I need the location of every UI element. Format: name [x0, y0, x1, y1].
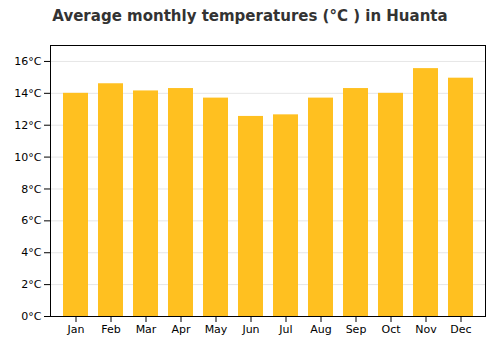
svg-text:Feb: Feb	[101, 323, 120, 336]
html-text:Average monthly temperatures (: Average monthly temperatures (°C ) in Hu…	[52, 7, 448, 25]
svg-text:16°C: 16°C	[14, 55, 41, 68]
svg-text:Nov: Nov	[415, 323, 437, 336]
svg-text:12°C: 12°C	[14, 119, 41, 132]
svg-text:Jan: Jan	[67, 323, 85, 336]
svg-text:Jul: Jul	[278, 323, 292, 336]
svg-text:Mar: Mar	[136, 323, 157, 336]
svg-text:Jun: Jun	[241, 323, 259, 336]
svg-text:Sep: Sep	[346, 323, 367, 336]
svg-text:10°C: 10°C	[14, 151, 41, 164]
svg-text:Apr: Apr	[171, 323, 191, 336]
svg-text:0°C: 0°C	[21, 310, 41, 323]
svg-text:Oct: Oct	[381, 323, 401, 336]
svg-text:2°C: 2°C	[21, 278, 41, 291]
svg-text:May: May	[205, 323, 228, 336]
svg-text:14°C: 14°C	[14, 87, 41, 100]
svg-text:Aug: Aug	[310, 323, 331, 336]
svg-text:8°C: 8°C	[21, 182, 41, 195]
svg-text:6°C: 6°C	[21, 214, 41, 227]
svg-text:Dec: Dec	[450, 323, 471, 336]
svg-text:4°C: 4°C	[21, 246, 41, 259]
